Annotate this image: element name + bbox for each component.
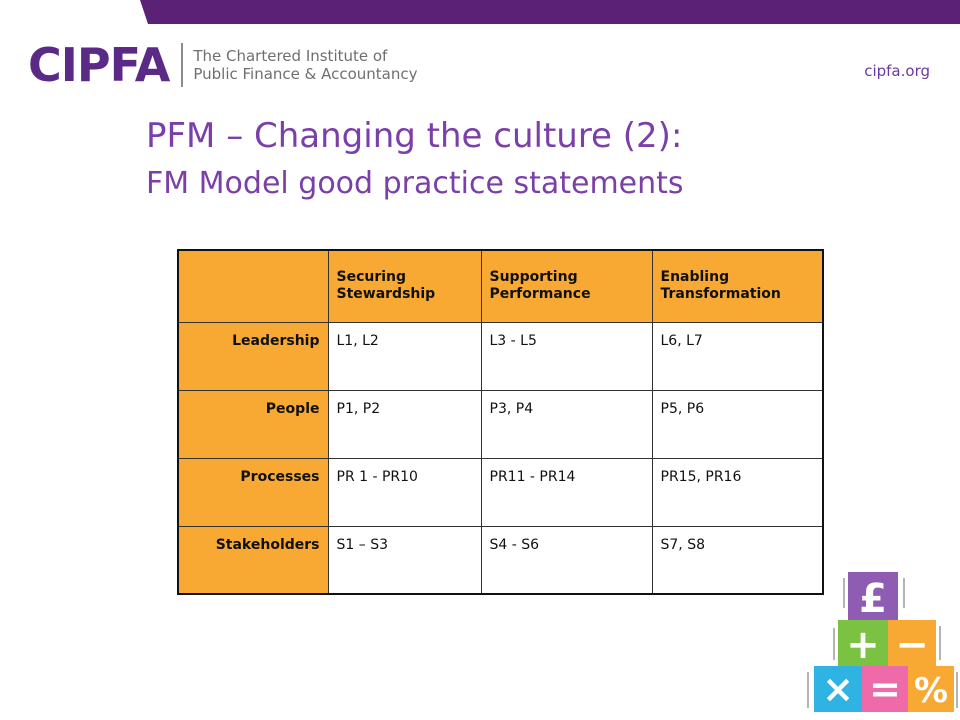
- logo-mark: CIPFA: [28, 38, 170, 92]
- slide-subtitle: FM Model good practice statements: [146, 166, 684, 201]
- table-row: Processes PR 1 - PR10 PR11 - PR14 PR15, …: [177, 457, 824, 527]
- row-label-cell: People: [177, 389, 329, 459]
- table-cell: P5, P6: [651, 389, 824, 459]
- header-cell-performance: Supporting Performance: [480, 249, 653, 323]
- cipfa-logo: CIPFA The Chartered Institute of Public …: [28, 42, 418, 88]
- table-row: Stakeholders S1 – S3 S4 - S6 S7, S8: [177, 525, 824, 595]
- row-label-cell: Processes: [177, 457, 329, 527]
- minus-block: [888, 620, 936, 668]
- plus-block: [838, 620, 888, 668]
- logo-line-1: The Chartered Institute of: [193, 47, 388, 65]
- row-label-cell: Stakeholders: [177, 525, 329, 595]
- pound-symbol: £: [859, 576, 887, 622]
- pound-block: [848, 572, 898, 622]
- times-block: [814, 666, 862, 712]
- percent-symbol: %: [914, 671, 948, 711]
- equals-symbol: =: [869, 667, 901, 711]
- header-cell-stewardship: Securing Stewardship: [327, 249, 482, 323]
- table-cell: L3 - L5: [480, 321, 653, 391]
- table-row: Leadership L1, L2 L3 - L5 L6, L7: [177, 321, 824, 391]
- logo-divider: [181, 43, 184, 87]
- top-banner: [140, 0, 960, 24]
- table-cell: L1, L2: [327, 321, 482, 391]
- times-symbol: ×: [822, 667, 854, 711]
- table-cell: P3, P4: [480, 389, 653, 459]
- plus-symbol: +: [846, 622, 880, 668]
- header-corner-cell: [177, 249, 329, 323]
- slide-title: PFM – Changing the culture (2):: [146, 116, 683, 156]
- table-cell: S4 - S6: [480, 525, 653, 595]
- minus-symbol: −: [895, 622, 929, 668]
- math-symbols-illustration: £ + − × = %: [807, 572, 958, 712]
- logo-text: The Chartered Institute of Public Financ…: [193, 47, 417, 83]
- logo-line-2: Public Finance & Accountancy: [193, 65, 418, 83]
- table-cell: PR 1 - PR10: [327, 457, 482, 527]
- header-cell-transformation: Enabling Transformation: [651, 249, 824, 323]
- stick-figures: [807, 578, 958, 708]
- row-label-cell: Leadership: [177, 321, 329, 391]
- equals-block: [862, 666, 908, 712]
- table-cell: S7, S8: [651, 525, 824, 595]
- table-cell: S1 – S3: [327, 525, 482, 595]
- site-url[interactable]: cipfa.org: [864, 62, 930, 80]
- table-header-row: Securing Stewardship Supporting Performa…: [177, 249, 824, 323]
- table-cell: PR15, PR16: [651, 457, 824, 527]
- table-row: People P1, P2 P3, P4 P5, P6: [177, 389, 824, 459]
- percent-block: [908, 666, 954, 712]
- table-cell: P1, P2: [327, 389, 482, 459]
- table-cell: PR11 - PR14: [480, 457, 653, 527]
- fm-model-table: Securing Stewardship Supporting Performa…: [177, 249, 824, 595]
- table-cell: L6, L7: [651, 321, 824, 391]
